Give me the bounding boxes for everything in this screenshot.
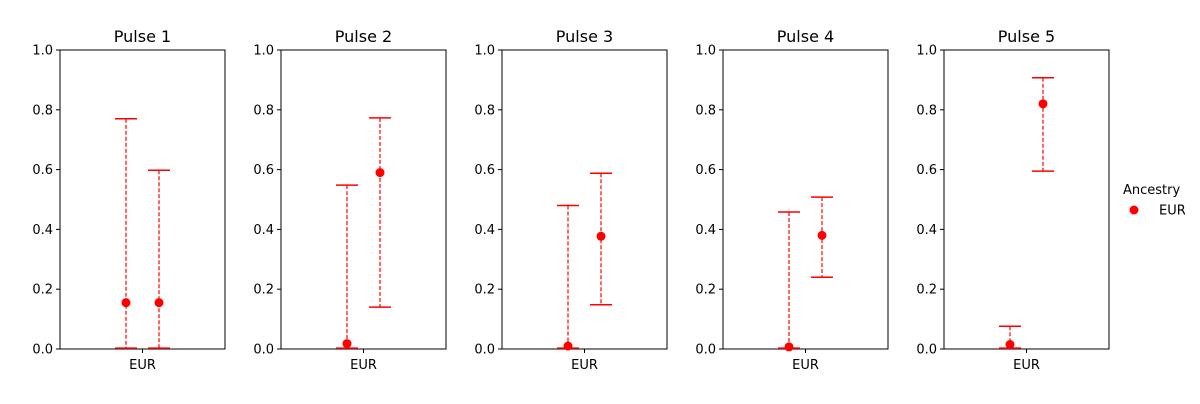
y-tick-label: 0.6 [916, 163, 937, 178]
data-point-group [590, 172, 612, 306]
y-tick-label: 1.0 [916, 44, 937, 59]
estimate-marker [342, 339, 352, 349]
y-tick-label: 0.0 [474, 343, 495, 358]
panel-1: Pulse 1 0.0 0.2 0.4 0.6 0.8 1.0 EUR [32, 27, 226, 373]
estimate-marker [1038, 99, 1048, 109]
y-tick-label: 0.2 [474, 283, 495, 298]
axes-frame [722, 49, 889, 350]
y-tick-label: 0.0 [253, 343, 274, 358]
y-tick-label: 1.0 [474, 44, 495, 59]
y-tick-label: 0.8 [916, 103, 937, 118]
y-tick-label: 0.8 [32, 103, 53, 118]
legend: Ancestry EUR [1123, 183, 1186, 219]
y-tick-label: 0.0 [32, 343, 53, 358]
estimate-marker [121, 298, 131, 308]
y-tick-label: 1.0 [253, 44, 274, 59]
panel-title: Pulse 5 [998, 27, 1055, 46]
y-tick-label: 1.0 [695, 44, 716, 59]
y-tick-label: 0.8 [695, 103, 716, 118]
estimate-marker [817, 230, 827, 240]
panel-title: Pulse 1 [114, 27, 171, 46]
y-tick-label: 1.0 [32, 44, 53, 59]
y-tick-label: 0.6 [32, 163, 53, 178]
estimate-marker [563, 341, 573, 351]
legend-entry-label: EUR [1159, 204, 1186, 219]
y-tick-label: 0.4 [253, 223, 274, 238]
data-point-group [557, 204, 579, 351]
data-point-group [369, 117, 391, 308]
panel-2: Pulse 2 0.0 0.2 0.4 0.6 0.8 1.0 EUR [253, 27, 447, 373]
y-tick-label: 0.8 [474, 103, 495, 118]
y-tick-label: 0.0 [695, 343, 716, 358]
y-tick-label: 0.6 [253, 163, 274, 178]
axes-frame [501, 49, 668, 350]
x-tick-label: EUR [792, 358, 819, 373]
legend-marker [1129, 205, 1139, 215]
panel-4: Pulse 4 0.0 0.2 0.4 0.6 0.8 1.0 EUR [695, 27, 889, 373]
data-point-group [999, 325, 1021, 350]
estimate-marker [154, 298, 164, 308]
panel-5: Pulse 5 0.0 0.2 0.4 0.6 0.8 1.0 EUR [916, 27, 1110, 373]
panel-title: Pulse 4 [777, 27, 834, 46]
y-tick-label: 0.8 [253, 103, 274, 118]
y-tick-label: 0.4 [916, 223, 937, 238]
panel-title: Pulse 3 [556, 27, 613, 46]
axes-frame [943, 49, 1110, 350]
y-tick-label: 0.2 [253, 283, 274, 298]
data-point-group [148, 169, 170, 349]
y-tick-label: 0.6 [474, 163, 495, 178]
panel-title: Pulse 2 [335, 27, 392, 46]
x-tick-label: EUR [571, 358, 598, 373]
x-tick-label: EUR [1013, 358, 1040, 373]
y-tick-label: 0.6 [695, 163, 716, 178]
estimate-marker [375, 168, 385, 178]
y-tick-label: 0.2 [32, 283, 53, 298]
y-tick-label: 0.2 [916, 283, 937, 298]
estimate-marker [784, 342, 794, 352]
x-tick-label: EUR [350, 358, 377, 373]
data-point-group [336, 184, 358, 349]
data-point-group [1032, 77, 1054, 172]
data-point-group [811, 196, 833, 278]
data-point-group [778, 211, 800, 352]
estimate-marker [596, 231, 606, 241]
data-point-group [115, 118, 137, 349]
panel-3: Pulse 3 0.0 0.2 0.4 0.6 0.8 1.0 EUR [474, 27, 668, 373]
axes-frame [280, 49, 447, 350]
axes-frame [59, 49, 226, 350]
estimate-marker [1005, 340, 1015, 350]
y-tick-label: 0.2 [695, 283, 716, 298]
y-tick-label: 0.4 [695, 223, 716, 238]
legend-title: Ancestry [1123, 183, 1180, 198]
y-tick-label: 0.0 [916, 343, 937, 358]
y-tick-label: 0.4 [474, 223, 495, 238]
y-tick-label: 0.4 [32, 223, 53, 238]
x-tick-label: EUR [129, 358, 156, 373]
